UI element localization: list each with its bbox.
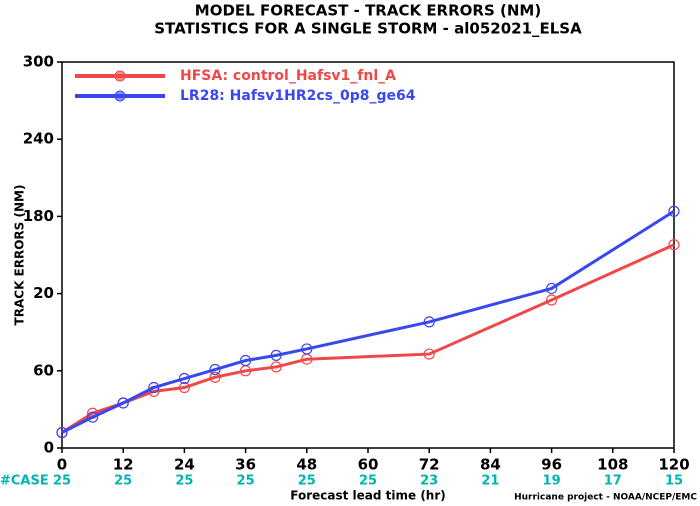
case-count: 17 <box>604 474 622 489</box>
case-label: #CASE <box>0 474 49 489</box>
y-tick-label: 20 <box>33 284 54 302</box>
data-point <box>423 316 435 328</box>
chart-title: MODEL FORECAST - TRACK ERRORS (NM) <box>195 2 541 20</box>
data-point <box>209 363 221 376</box>
case-count: 25 <box>114 474 132 489</box>
y-tick-label: 240 <box>23 130 54 148</box>
legend-label: LR28: Hafsv1HR2cs_0p8_ge64 <box>180 88 416 104</box>
x-tick-label: 84 <box>480 456 501 474</box>
case-count: 25 <box>175 474 193 489</box>
data-point <box>117 397 129 409</box>
data-point <box>209 371 221 383</box>
x-tick-label: 0 <box>57 456 67 474</box>
case-count: 15 <box>665 474 683 489</box>
case-count: 25 <box>237 474 255 489</box>
data-point <box>423 348 435 360</box>
case-count: 25 <box>53 474 71 489</box>
x-tick-label: 72 <box>419 456 440 474</box>
series-line <box>61 243 675 434</box>
x-tick-label: 120 <box>658 456 689 474</box>
case-count: 21 <box>481 474 499 489</box>
series-line <box>61 209 675 434</box>
x-tick-label: 24 <box>174 456 195 474</box>
y-tick-label: 60 <box>33 361 54 379</box>
y-tick-label: 300 <box>23 53 54 71</box>
x-tick-label: 12 <box>113 456 134 474</box>
y-tick-label: 0 <box>44 439 54 457</box>
data-point <box>270 349 282 361</box>
legend-marker <box>114 70 126 82</box>
x-tick-label: 48 <box>296 456 317 474</box>
case-count: 19 <box>543 474 561 489</box>
data-point <box>86 411 99 423</box>
case-count: 23 <box>420 474 438 489</box>
x-axis-label: Forecast lead time (hr) <box>290 489 446 503</box>
case-count: 25 <box>359 474 377 489</box>
data-point <box>668 239 680 251</box>
y-tick-label: 180 <box>23 207 54 225</box>
data-point <box>178 372 190 385</box>
x-tick-label: 96 <box>541 456 562 474</box>
x-tick-label: 60 <box>358 456 379 474</box>
data-point <box>545 294 558 306</box>
data-point <box>668 205 680 217</box>
data-point <box>270 361 282 373</box>
x-tick-label: 36 <box>235 456 256 474</box>
footer: Hurricane project - NOAA/NCEP/EMC <box>514 493 697 503</box>
data-point <box>240 354 252 367</box>
data-point <box>56 426 68 439</box>
case-count: 25 <box>298 474 316 489</box>
x-tick-label: 108 <box>597 456 628 474</box>
y-axis-label: TRACK ERRORS (NM) <box>13 185 27 326</box>
data-point <box>301 343 313 355</box>
data-point <box>178 381 190 394</box>
data-point <box>148 381 160 394</box>
legend-label: HFSA: control_Hafsv1_fnl_A <box>180 68 396 84</box>
data-point <box>545 282 558 295</box>
chart-subtitle: STATISTICS FOR A SINGLE STORM - al052021… <box>154 20 582 38</box>
legend-marker <box>114 90 126 102</box>
